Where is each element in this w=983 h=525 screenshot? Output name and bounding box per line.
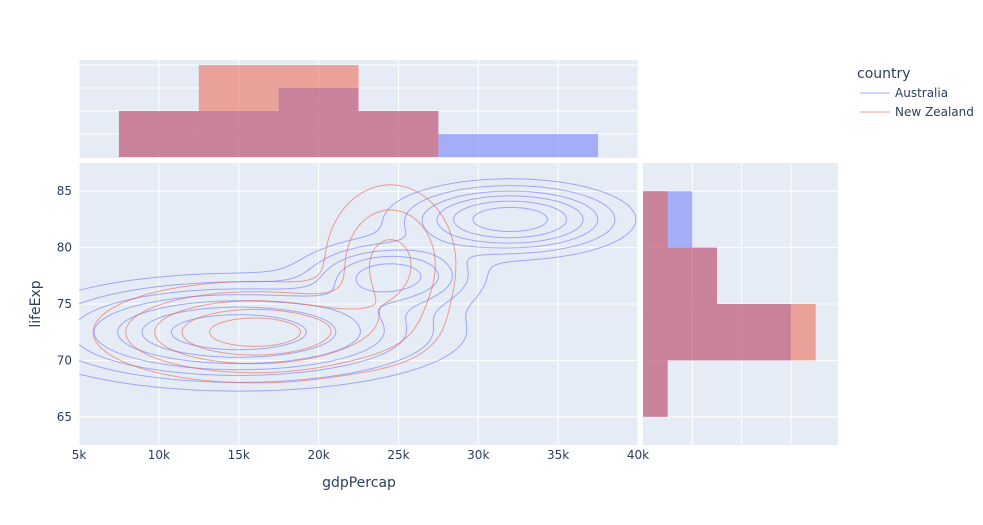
x-tick-label: 30k <box>467 448 489 462</box>
contour-layer <box>79 178 637 392</box>
legend-item-new-zealand[interactable]: New Zealand <box>860 105 974 119</box>
contour-line-australia <box>170 314 307 351</box>
x-marginal-histogram <box>78 60 639 158</box>
y-tick-label: 65 <box>57 410 72 424</box>
legend-label-australia: Australia <box>895 86 948 100</box>
y-marginal-bars <box>643 191 816 417</box>
y-hist-bar-new-zealand <box>643 191 668 248</box>
x-hist-bar-new-zealand <box>198 65 279 157</box>
contour-line-australia <box>79 190 599 376</box>
contour-line-new-zealand <box>92 184 457 384</box>
contour-line-new-zealand <box>208 317 302 347</box>
main-gridlines <box>78 163 639 445</box>
x-hist-bar-new-zealand <box>118 111 199 157</box>
y-axis-title: lifeExp <box>28 280 44 327</box>
y-axis-ticks: 65 70 75 80 85 <box>57 184 72 424</box>
x-hist-bar-australia <box>518 134 599 157</box>
x-tick-label: 15k <box>228 448 250 462</box>
x-hist-bar-australia <box>438 134 519 157</box>
y-tick-label: 85 <box>57 184 72 198</box>
contour-line-new-zealand <box>181 308 332 356</box>
y-tick-label: 75 <box>57 297 72 311</box>
x-tick-label: 10k <box>148 448 170 462</box>
contour-line-new-zealand <box>154 239 412 365</box>
y-tick-label: 80 <box>57 241 72 255</box>
y-hist-bar-new-zealand <box>643 304 816 361</box>
x-marginal-bars <box>118 65 599 157</box>
y-marginal-histogram <box>643 163 838 445</box>
main-plot <box>78 163 639 445</box>
x-tick-label: 25k <box>387 448 409 462</box>
y-hist-bar-new-zealand <box>643 247 717 304</box>
x-axis-title: gdpPercap <box>322 475 396 491</box>
contour-line-new-zealand <box>125 209 436 374</box>
x-hist-bar-new-zealand <box>358 111 439 157</box>
legend: country Australia New Zealand <box>857 66 974 119</box>
y-hist-bar-new-zealand <box>643 360 668 417</box>
y-tick-label: 70 <box>57 353 72 367</box>
x-tick-label: 20k <box>307 448 329 462</box>
legend-title: country <box>857 66 911 82</box>
x-hist-bar-new-zealand <box>278 65 359 157</box>
contour-line-australia <box>79 185 616 383</box>
x-axis-ticks: 5k 10k 15k 20k 25k 30k 35k 40k <box>72 448 649 462</box>
x-tick-label: 5k <box>72 448 87 462</box>
contour-line-australia <box>141 206 548 358</box>
legend-label-new-zealand: New Zealand <box>895 105 974 119</box>
contour-line-australia <box>79 178 637 392</box>
x-tick-label: 40k <box>627 448 649 462</box>
x-tick-label: 35k <box>547 448 569 462</box>
legend-item-australia[interactable]: Australia <box>860 86 948 100</box>
